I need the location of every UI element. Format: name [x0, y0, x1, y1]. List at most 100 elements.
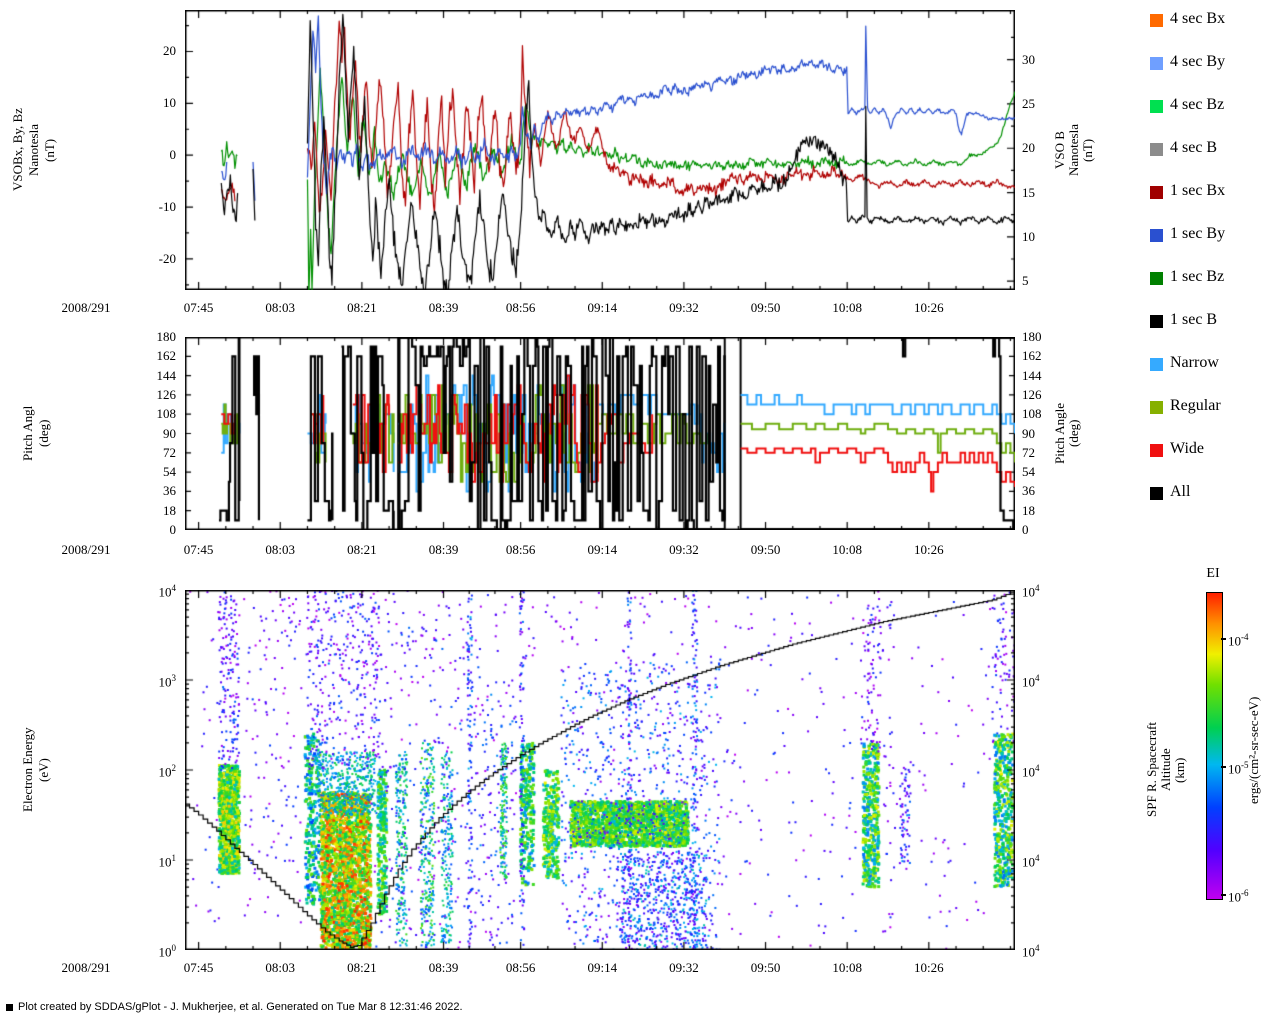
pitch-y-left-tick-label: 126 [156, 386, 177, 402]
time-tick-label: 08:56 [505, 542, 536, 557]
time-tick-label: 09:50 [750, 300, 781, 315]
mag-y-right-tick-label: 5 [1022, 273, 1029, 289]
mag-y-left-tick-label: -20 [158, 250, 176, 266]
legend-swatch-wide [1150, 444, 1163, 457]
legend-label: 1 sec Bz [1170, 268, 1225, 285]
mag-y-right-tick-label: 25 [1022, 95, 1035, 111]
pitch-y-left-tick-label: 36 [163, 483, 176, 499]
pitch-y-right-tick-label: 18 [1022, 502, 1035, 518]
mag-y-left-tick-label: 20 [163, 43, 176, 59]
pitch-y-left-tick-label: 108 [156, 406, 177, 422]
time-tick-label: 10:26 [914, 542, 944, 557]
mag-left-axis-title-line1: VSOBx, By, Bz [10, 108, 25, 192]
espec-right-axis-title-line3: (km) [1172, 757, 1187, 783]
pitch-y-right-tick-label: 0 [1022, 522, 1029, 537]
pitch-y-left-tick-label: 0 [169, 522, 177, 537]
mag-left-axis-title-line3: (nT) [42, 138, 57, 162]
espec-altitude-tick-label: 104 [1022, 853, 1040, 870]
pitch-left-axis-title-line1: Pitch Angl [20, 405, 35, 462]
legend-swatch-1-sec-by [1150, 229, 1163, 242]
legend-label: Regular [1170, 397, 1221, 414]
pitch-y-right-tick-label: 36 [1022, 483, 1035, 499]
time-tick-label: 09:50 [750, 542, 781, 557]
pitch-y-right-tick-label: 162 [1022, 348, 1042, 364]
pitch-y-left-tick-label: 18 [163, 502, 176, 518]
legend-swatch-4-sec-bx [1150, 14, 1163, 27]
footer-marker-square [6, 1004, 13, 1011]
espec-energy-tick-label: 101 [158, 853, 177, 870]
time-tick-label: 07:45 [183, 300, 214, 315]
mag-y-left-tick-label: 0 [169, 147, 177, 163]
date-label-mag: 2008/291 [61, 300, 111, 315]
colorbar-title: EI [1206, 566, 1220, 581]
pitch-y-right-tick-label: 126 [1022, 386, 1042, 402]
time-tick-label: 09:14 [587, 960, 618, 975]
electron-spectrogram-panel-canvas [185, 590, 1015, 950]
time-tick-label: 09:14 [587, 300, 618, 315]
legend-swatch-4-sec-bz [1150, 100, 1163, 113]
time-tick-label: 08:39 [428, 960, 459, 975]
date-label-pitch: 2008/291 [61, 542, 111, 557]
time-tick-label: 09:14 [587, 542, 618, 557]
espec-energy-tick-label: 100 [158, 943, 177, 960]
time-tick-label: 10:08 [832, 960, 862, 975]
espec-altitude-tick-label: 104 [1022, 763, 1040, 780]
legend-label: 1 sec B [1170, 311, 1218, 328]
legend-label: Narrow [1170, 354, 1219, 371]
mag-right-axis-title-line3: (nT) [1080, 138, 1095, 162]
footer-credit-text: Plot created by SDDAS/gPlot - J. Mukherj… [18, 1001, 463, 1013]
legend-label: 4 sec Bz [1170, 96, 1225, 113]
time-tick-label: 08:21 [347, 300, 377, 315]
time-tick-label: 10:26 [914, 300, 944, 315]
legend-label: All [1170, 483, 1191, 500]
mag-left-axis-title-line2: Nanotesla [26, 124, 41, 176]
time-tick-label: 09:32 [669, 300, 699, 315]
time-tick-label: 08:21 [347, 542, 377, 557]
pitch-y-right-tick-label: 90 [1022, 425, 1035, 441]
legend-swatch-all [1150, 487, 1163, 500]
espec-left-axis-title-line2: (eV) [36, 758, 51, 782]
legend-swatch-1-sec-bx [1150, 186, 1163, 199]
mag-y-right-tick-label: 20 [1022, 140, 1035, 156]
mag-y-left-tick-label: 10 [163, 95, 176, 111]
time-tick-label: 09:50 [750, 960, 781, 975]
pitch-y-left-tick-label: 144 [156, 367, 177, 383]
time-tick-label: 09:32 [669, 542, 699, 557]
colorbar-gradient [1206, 592, 1223, 900]
espec-energy-tick-label: 102 [158, 763, 177, 780]
espec-altitude-tick-label: 104 [1022, 943, 1040, 960]
time-tick-label: 08:56 [505, 300, 536, 315]
pitch-y-right-tick-label: 144 [1022, 367, 1042, 383]
magnetometer-panel-canvas [185, 10, 1015, 290]
espec-altitude-tick-label: 104 [1022, 583, 1040, 600]
pitch-angle-panel-canvas [185, 337, 1015, 530]
colorbar-tick-label: 10-5 [1228, 760, 1249, 777]
time-tick-label: 08:03 [265, 542, 296, 557]
colorbar-tick-label: 10-4 [1228, 632, 1249, 649]
legend-label: 4 sec By [1170, 53, 1226, 70]
pitch-y-left-tick-label: 90 [163, 425, 176, 441]
legend-swatch-4-sec-by [1150, 57, 1163, 70]
pitch-y-left-tick-label: 54 [163, 464, 176, 480]
time-tick-label: 10:08 [832, 542, 862, 557]
legend-swatch-1-sec-b [1150, 315, 1163, 328]
espec-altitude-tick-label: 104 [1022, 673, 1040, 690]
legend-swatch-1-sec-bz [1150, 272, 1163, 285]
legend-label: Wide [1170, 440, 1205, 457]
time-tick-label: 08:39 [428, 542, 459, 557]
colorbar-tick-mark [1221, 893, 1226, 896]
time-tick-label: 08:03 [265, 300, 296, 315]
colorbar-tick-mark [1221, 638, 1226, 641]
legend-swatch-4-sec-b [1150, 143, 1163, 156]
pitch-y-right-tick-label: 180 [1022, 329, 1042, 344]
pitch-y-left-tick-label: 180 [156, 329, 177, 344]
time-tick-label: 07:45 [183, 960, 214, 975]
legend-swatch-regular [1150, 401, 1163, 414]
pitch-y-right-tick-label: 54 [1022, 464, 1035, 480]
pitch-y-left-tick-label: 162 [156, 348, 177, 364]
time-tick-label: 07:45 [183, 542, 214, 557]
time-tick-label: 10:08 [832, 300, 862, 315]
colorbar-tick-mark [1221, 766, 1226, 769]
espec-left-axis-title-line1: Electron Energy [20, 727, 35, 813]
legend-label: 4 sec Bx [1170, 10, 1226, 27]
